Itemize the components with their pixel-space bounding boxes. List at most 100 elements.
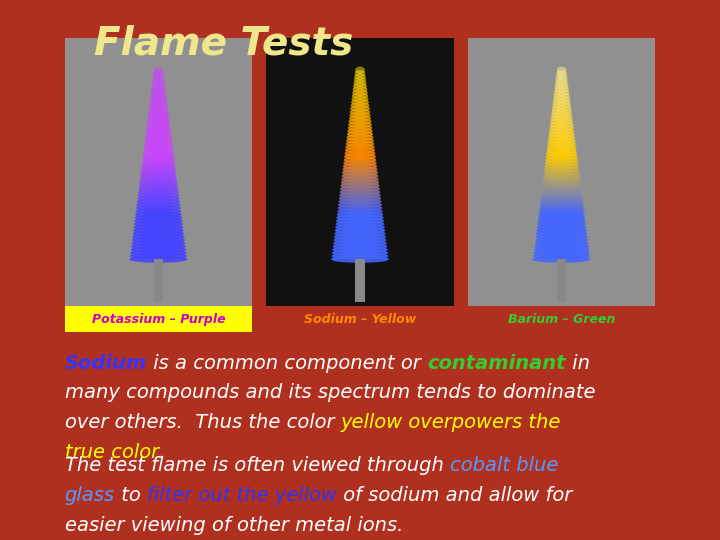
Ellipse shape <box>354 80 366 86</box>
Ellipse shape <box>552 112 572 118</box>
Bar <box>65 38 252 308</box>
Ellipse shape <box>343 167 377 172</box>
Ellipse shape <box>344 160 376 166</box>
Bar <box>557 259 567 302</box>
Text: filter out the yellow: filter out the yellow <box>147 486 337 505</box>
Ellipse shape <box>343 164 377 169</box>
Ellipse shape <box>337 215 383 220</box>
Ellipse shape <box>551 122 572 127</box>
Bar <box>468 306 655 332</box>
Ellipse shape <box>552 116 572 121</box>
Ellipse shape <box>557 74 567 79</box>
Text: glass: glass <box>65 486 114 505</box>
Ellipse shape <box>132 240 184 246</box>
Bar <box>65 306 252 332</box>
Bar <box>468 38 655 308</box>
Text: true color: true color <box>65 443 159 462</box>
Ellipse shape <box>153 80 164 86</box>
Ellipse shape <box>137 205 180 211</box>
Ellipse shape <box>539 208 584 214</box>
Ellipse shape <box>554 99 570 105</box>
Text: easier viewing of other metal ions.: easier viewing of other metal ions. <box>65 516 403 535</box>
Text: The test flame is often viewed through: The test flame is often viewed through <box>65 456 450 475</box>
Ellipse shape <box>352 96 368 102</box>
Ellipse shape <box>354 77 366 83</box>
Ellipse shape <box>544 173 579 179</box>
Text: in: in <box>565 354 590 373</box>
Ellipse shape <box>348 125 372 131</box>
Ellipse shape <box>340 195 380 201</box>
Ellipse shape <box>557 71 566 76</box>
Ellipse shape <box>548 144 575 150</box>
Bar <box>154 259 163 302</box>
Ellipse shape <box>541 199 582 204</box>
Ellipse shape <box>336 227 384 233</box>
Text: Potassium – Purple: Potassium – Purple <box>91 313 225 326</box>
Ellipse shape <box>140 179 177 185</box>
Ellipse shape <box>534 256 590 262</box>
Ellipse shape <box>146 128 171 134</box>
Ellipse shape <box>139 186 178 192</box>
Ellipse shape <box>552 106 571 111</box>
Ellipse shape <box>351 109 369 114</box>
Ellipse shape <box>341 183 379 188</box>
Ellipse shape <box>338 212 382 217</box>
Text: yellow overpowers the: yellow overpowers the <box>341 413 561 432</box>
Ellipse shape <box>338 208 382 214</box>
Ellipse shape <box>147 125 170 131</box>
Text: many compounds and its spectrum tends to dominate: many compounds and its spectrum tends to… <box>65 383 595 402</box>
Ellipse shape <box>347 138 373 144</box>
Ellipse shape <box>333 250 387 255</box>
Ellipse shape <box>142 167 175 172</box>
Ellipse shape <box>336 221 384 227</box>
Ellipse shape <box>333 247 387 252</box>
Text: Barium – Green: Barium – Green <box>508 313 616 326</box>
Text: of sodium and allow for: of sodium and allow for <box>337 486 572 505</box>
Ellipse shape <box>130 256 186 262</box>
Ellipse shape <box>548 141 575 147</box>
Ellipse shape <box>150 96 166 102</box>
Ellipse shape <box>354 86 366 92</box>
Ellipse shape <box>336 224 384 230</box>
Ellipse shape <box>541 192 582 198</box>
Ellipse shape <box>538 224 585 230</box>
Text: over others.  Thus the color: over others. Thus the color <box>65 413 341 432</box>
Ellipse shape <box>144 147 173 153</box>
Ellipse shape <box>341 189 379 195</box>
Ellipse shape <box>353 90 367 96</box>
Ellipse shape <box>150 99 166 105</box>
Ellipse shape <box>551 119 572 124</box>
Ellipse shape <box>332 256 388 262</box>
Ellipse shape <box>534 253 589 259</box>
Text: to: to <box>114 486 147 505</box>
Ellipse shape <box>334 240 386 246</box>
Ellipse shape <box>544 176 580 182</box>
Ellipse shape <box>138 192 179 198</box>
Ellipse shape <box>549 134 575 140</box>
Ellipse shape <box>545 167 578 172</box>
Ellipse shape <box>538 221 585 227</box>
Ellipse shape <box>344 157 376 163</box>
Ellipse shape <box>333 244 387 249</box>
Ellipse shape <box>554 93 569 99</box>
Ellipse shape <box>537 227 586 233</box>
Ellipse shape <box>539 215 585 220</box>
Ellipse shape <box>143 154 174 159</box>
Ellipse shape <box>140 176 176 182</box>
Ellipse shape <box>345 154 375 159</box>
Ellipse shape <box>549 138 575 144</box>
Ellipse shape <box>135 221 182 227</box>
Ellipse shape <box>541 195 582 201</box>
Ellipse shape <box>555 83 568 89</box>
Ellipse shape <box>553 103 570 109</box>
Ellipse shape <box>138 202 179 207</box>
Ellipse shape <box>152 86 165 92</box>
Ellipse shape <box>356 71 364 76</box>
Ellipse shape <box>542 186 581 192</box>
Ellipse shape <box>152 83 165 89</box>
Ellipse shape <box>145 134 171 140</box>
Ellipse shape <box>343 173 377 179</box>
Ellipse shape <box>543 183 580 188</box>
Ellipse shape <box>140 183 177 188</box>
Ellipse shape <box>151 90 166 96</box>
